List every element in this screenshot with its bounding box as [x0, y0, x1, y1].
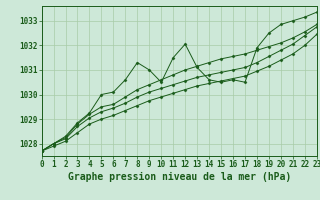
X-axis label: Graphe pression niveau de la mer (hPa): Graphe pression niveau de la mer (hPa) — [68, 172, 291, 182]
